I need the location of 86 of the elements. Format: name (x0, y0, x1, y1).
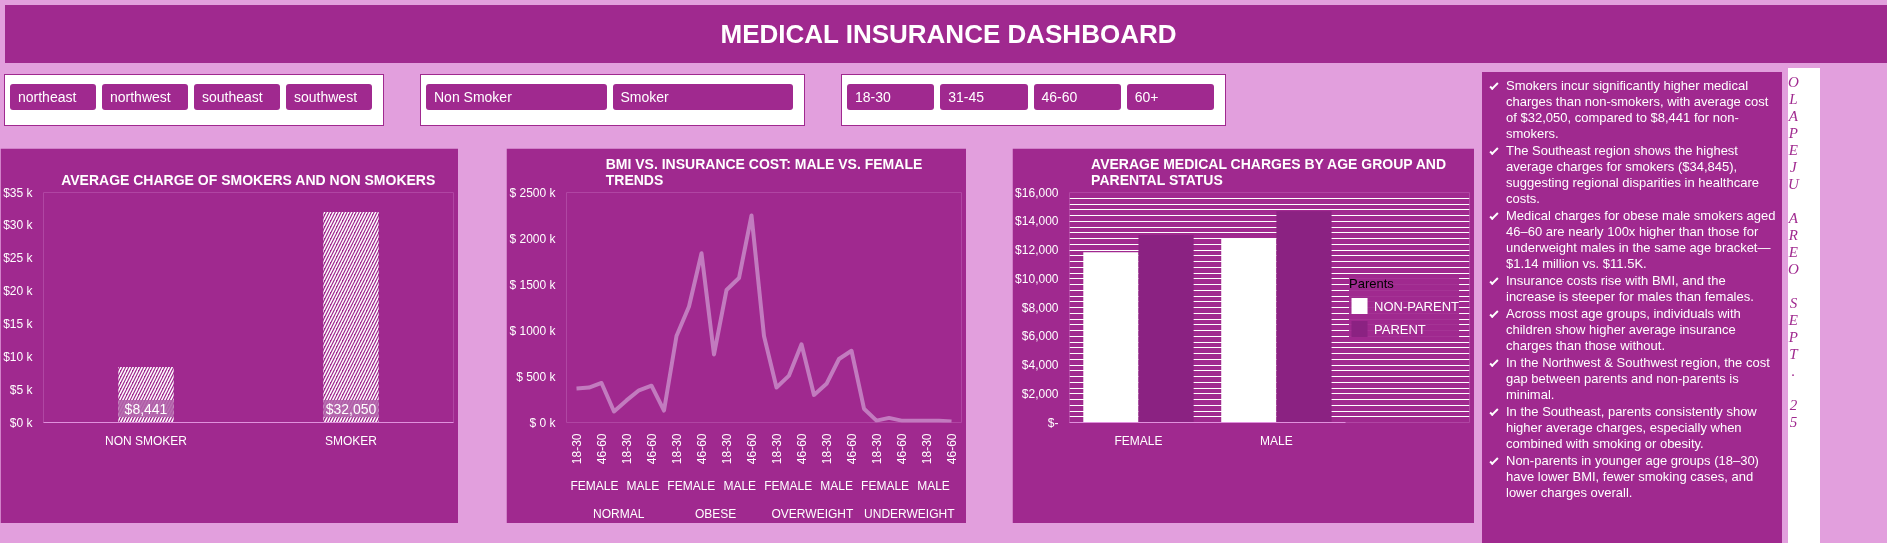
line-series (574, 213, 954, 423)
x-tick-label: 18-30 (670, 433, 684, 465)
text: In the Northwest & Southwest region, the cost gap between parents and non-parents is minimal. (1506, 355, 1771, 403)
y-tick-label: $25 k (3, 251, 34, 266)
data-label: $32,050 (325, 400, 377, 417)
text: FEMALE (667, 478, 716, 493)
text: 46-60 (1033, 84, 1121, 110)
text: NORMAL (593, 506, 645, 521)
text: MEDICAL INSURANCE DASHBOARD (5, 5, 1887, 63)
y-tick-label: $6,000 (1021, 329, 1059, 344)
text: Non-parents in younger age groups (18–30) have lower BMI, fewer smoking cases, and lower charges overall. (1506, 453, 1760, 501)
x-tick-label: 46-60 (895, 433, 909, 465)
y-tick-label: $8,000 (1021, 300, 1059, 315)
y-tick-label: $30 k (3, 218, 34, 233)
x-tick-label: 18-30 (870, 433, 884, 465)
text: 60+ (1126, 84, 1214, 110)
text: The Southeast region shows the highest average charges for smokers ($34,845), suggesting regional disparities in healthcare costs. (1506, 143, 1760, 207)
data-label: $8,441 (124, 400, 168, 417)
text: northwest (102, 84, 188, 110)
y-tick-label: $20 k (3, 284, 34, 299)
text: Insurance costs rise with BMI, and the increase is steeper for males than females. (1506, 273, 1755, 305)
y-tick-label: $10,000 (1015, 271, 1059, 286)
y-tick-label: $ 500 k (516, 369, 557, 384)
x-tick-label: 18-30 (920, 433, 934, 465)
y-tick-label: $16,000 (1015, 185, 1059, 200)
y-tick-label: $ 1000 k (509, 323, 557, 338)
text: Medical charges for obese male smokers aged 46–60 are nearly 100x higher than those for underweight males in the same age bracket—$1.14 million vs. $11.5K. (1506, 208, 1776, 272)
text: Smoker (612, 84, 793, 110)
y-tick-label: $- (1047, 415, 1059, 430)
text: southwest (286, 84, 372, 110)
text: FEMALE (570, 478, 619, 493)
legend-label: NON-PARENT (1374, 298, 1459, 313)
y-tick-label: $2,000 (1021, 386, 1059, 401)
x-tick-label: 18-30 (820, 433, 834, 465)
text: Smokers incur significantly higher medical charges than non-smokers, with average cost of $32,050, compared to $8,441 for non-smokers. (1506, 78, 1770, 142)
y-tick-label: $ 0 k (529, 415, 557, 430)
text: MALE (626, 478, 660, 493)
y-tick-label: $10 k (3, 349, 34, 364)
x-tick-label: 46-60 (645, 433, 659, 465)
x-tick-label: 46-60 (595, 433, 609, 465)
text: 18-30 (847, 84, 935, 110)
x-tick-label: 46-60 (695, 433, 709, 465)
y-tick-label: $ 2000 k (509, 231, 557, 246)
x-tick-label: 18-30 (570, 433, 584, 465)
text: MALE (723, 478, 757, 493)
text: Non Smoker (426, 84, 607, 110)
text: MALE (917, 478, 950, 493)
x-tick-label: 18-30 (770, 433, 784, 465)
x-tick-label: 46-60 (845, 433, 859, 465)
text: FEMALE (861, 478, 910, 493)
y-tick-label: $4,000 (1021, 358, 1059, 372)
x-tick-label: FEMALE (1114, 433, 1163, 448)
y-tick-label: $0 k (9, 415, 34, 430)
chart-title: AVERAGE CHARGE OF SMOKERS AND NON SMOKERS (61, 171, 436, 188)
text: OVERWEIGHT (771, 506, 854, 521)
text: FEMALE (764, 478, 813, 493)
text: northeast (10, 84, 96, 110)
bar (1138, 234, 1194, 423)
text: UNDERWEIGHT (864, 506, 956, 521)
x-tick-label: 18-30 (720, 433, 734, 465)
x-tick-label: MALE (1260, 433, 1293, 448)
x-tick-label: SMOKER (325, 433, 378, 448)
legend-label: PARENT (1374, 321, 1426, 336)
x-tick-label: 46-60 (745, 433, 759, 465)
text: In the Southeast, parents consistently show higher average charges, especially when combined with smoking or obesity. (1506, 404, 1758, 452)
y-tick-label: $ 2500 k (509, 185, 557, 200)
chart-title: BMI VS. INSURANCE COST: MALE VS. FEMALE TRENDS (605, 155, 923, 188)
text: 31-45 (940, 84, 1028, 110)
x-tick-label: 46-60 (945, 433, 959, 465)
y-tick-label: $12,000 (1015, 243, 1059, 257)
x-tick-label: 18-30 (620, 433, 634, 465)
y-tick-label: $14,000 (1015, 214, 1059, 229)
text: OBESE (694, 506, 737, 521)
text: OLAPEJU AREO SEPT. 25 (1788, 74, 1799, 430)
chart-title: AVERAGE MEDICAL CHARGES BY AGE GROUP AND PARENTAL STATUS (1091, 155, 1447, 188)
text: Across most age groups, individuals with children show higher average insurance charges than those without. (1506, 306, 1742, 354)
y-tick-label: $15 k (3, 316, 34, 331)
text: southeast (194, 84, 280, 110)
y-tick-label: $35 k (3, 185, 34, 200)
y-tick-label: $5 k (9, 382, 34, 397)
text: MALE (820, 478, 853, 493)
x-tick-label: NON SMOKER (105, 433, 188, 448)
x-tick-label: 46-60 (795, 433, 809, 465)
legend-title: Parents (1349, 275, 1395, 291)
bar (1276, 211, 1332, 423)
y-tick-label: $ 1500 k (509, 277, 557, 292)
